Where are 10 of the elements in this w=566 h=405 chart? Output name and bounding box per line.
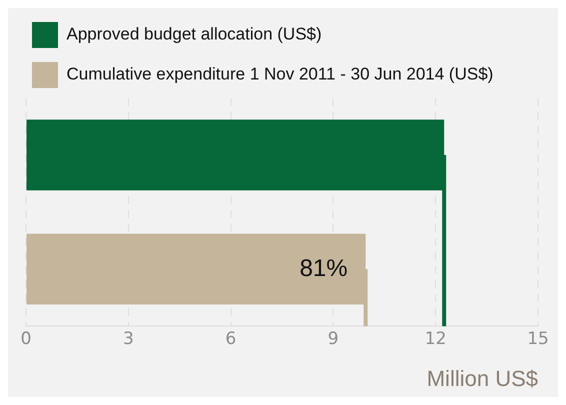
x-tick-label: 0 — [20, 328, 32, 349]
x-tick-label: 6 — [225, 328, 236, 349]
x-tick-label: 12 — [424, 328, 446, 349]
x-tick-label: 15 — [527, 328, 549, 349]
annotation: 81% — [300, 254, 348, 282]
x-axis-title: Million US$ — [426, 366, 538, 391]
x-tick-label: 3 — [122, 328, 134, 349]
legend-label: Cumulative expenditure 1 Nov 2011 - 30 Jun 2014 (US$) — [66, 64, 494, 84]
x-tick-label: 9 — [328, 328, 339, 349]
legend-label: Approved budget allocation (US$) — [66, 24, 322, 44]
